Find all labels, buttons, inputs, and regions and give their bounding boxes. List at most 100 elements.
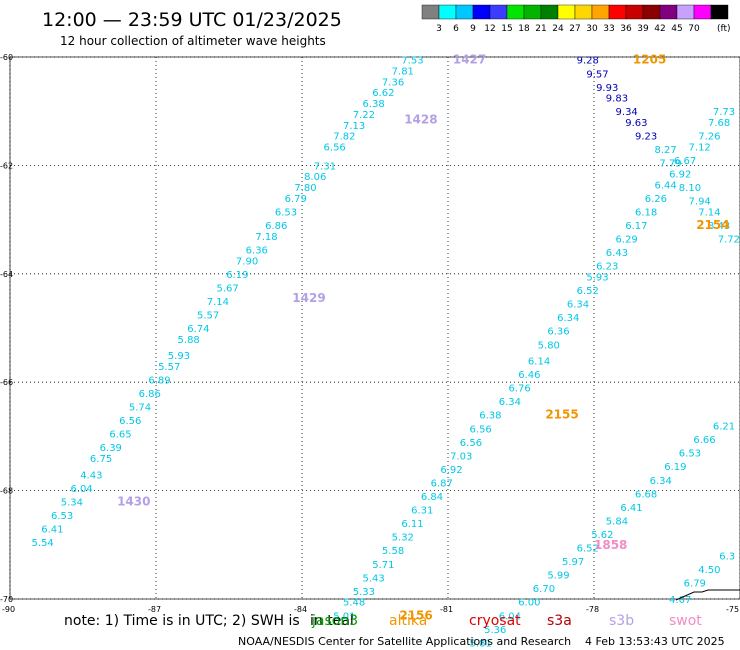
wave-height-value: 6.56 (119, 416, 141, 427)
wave-height-value: 5.97 (562, 557, 584, 568)
pass-time-label: 1858 (594, 538, 627, 552)
color-legend: 3 6 9 12 15 18 21 24 27 30 33 36 39 42 45 70 (ft) (421, 4, 731, 34)
wave-height-value: 7.90 (236, 256, 258, 267)
wave-height-value: 5.93 (586, 273, 608, 284)
wave-height-value: 6.19 (226, 270, 248, 281)
wave-height-value: 6.41 (41, 525, 63, 536)
legend-tick-label: 42 (654, 24, 665, 34)
legend-swatch (710, 4, 729, 20)
wave-height-value: 7.03 (450, 451, 472, 462)
legend-swatch (693, 4, 712, 20)
satellite-s3b: s3b (609, 613, 634, 629)
wave-height-value: 7.73 (713, 107, 735, 118)
wave-height-value: 5.34 (61, 497, 83, 508)
wave-height-value: 5.74 (129, 403, 151, 414)
wave-height-value: 6.67 (674, 156, 696, 167)
wave-height-value: 6.56 (470, 424, 492, 435)
legend-swatch (455, 4, 474, 20)
lon-label: -78 (586, 605, 599, 614)
wave-height-value: 9.23 (635, 132, 657, 143)
wave-height-value: 7.68 (708, 118, 730, 129)
satellite-s3a: s3a (547, 613, 572, 629)
wave-height-value: 5.57 (197, 310, 219, 321)
satellite-altika: altika (389, 613, 427, 629)
legend-swatch (574, 4, 593, 20)
lon-label: -90 (2, 605, 15, 614)
legend-swatch (472, 4, 491, 20)
wave-height-value: 8.06 (304, 172, 326, 183)
wave-height-value: 5.81 (470, 638, 492, 649)
map-grid (9, 56, 740, 600)
wave-height-value: 6.21 (713, 422, 735, 433)
page-subtitle: 12 hour collection of altimeter wave hei… (60, 34, 326, 48)
wave-height-value: 6.53 (679, 449, 701, 460)
wave-height-value: 6.79 (285, 194, 307, 205)
pass-time-label: 1430 (117, 494, 150, 508)
wave-height-value: 7.36 (382, 77, 404, 88)
legend-tick-label: 30 (586, 24, 598, 34)
satellite-swot: swot (669, 613, 702, 629)
pass-time-label: 1429 (292, 291, 325, 305)
legend-swatch (659, 4, 678, 20)
wave-height-value: 7.79 (659, 159, 681, 170)
wave-height-value: 6.53 (275, 207, 297, 218)
wave-height-value: 6.34 (650, 476, 672, 487)
lat-label: -64 (0, 270, 13, 279)
wave-height-value: 6.29 (616, 235, 638, 246)
wave-height-value: 9.93 (596, 83, 618, 94)
page-title: 12:00 — 23:59 UTC 01/23/2025 (42, 9, 342, 31)
lon-label: -81 (440, 605, 453, 614)
wave-height-value: 7.53 (401, 56, 423, 67)
wave-height-value: 6.53 (51, 511, 73, 522)
wave-height-value: 6.87 (431, 478, 453, 489)
wave-height-value: 6.39 (100, 443, 122, 454)
wave-height-value: 5.54 (32, 538, 54, 549)
satellite-cryosat: cryosat (469, 613, 521, 629)
satellite-jason3: jason3 (311, 613, 358, 629)
lat-label: -68 (0, 487, 13, 496)
coastline (675, 589, 740, 601)
legend-swatch (506, 4, 525, 20)
wave-height-value: 5.57 (158, 362, 180, 373)
wave-height-value: 6.18 (635, 207, 657, 218)
wave-height-value: 8.10 (679, 183, 701, 194)
satellite-labels: jason3 altika cryosat s3a s3b swot (311, 613, 702, 629)
wave-height-value: 7.80 (294, 183, 316, 194)
legend-swatch (489, 4, 508, 20)
wave-height-value: 5.84 (606, 516, 628, 527)
wave-height-value: 6.38 (479, 411, 501, 422)
map-frame (9, 56, 740, 600)
wave-height-value: 9.28 (577, 56, 599, 67)
legend-tick-label: 18 (518, 24, 530, 34)
wave-height-value: 6.65 (109, 430, 131, 441)
pass-time-label: 2156 (399, 608, 432, 622)
wave-height-value: 4.07 (669, 595, 691, 606)
legend-swatch (591, 4, 610, 20)
wave-height-value: 6.04 (70, 484, 92, 495)
legend-tick-label: 24 (552, 24, 564, 34)
legend-swatch (438, 4, 457, 20)
wave-height-value: 6.26 (645, 194, 667, 205)
wave-height-value: 6.89 (148, 375, 170, 386)
wave-height-value: 6.74 (187, 324, 209, 335)
pass-time-label: 2154 (696, 218, 729, 232)
legend-swatch (540, 4, 559, 20)
wave-height-value: 7.18 (255, 232, 277, 243)
wave-height-value: 7.94 (689, 197, 711, 208)
wave-height-value: 6.66 (693, 435, 715, 446)
legend-swatch (557, 4, 576, 20)
lon-label: -87 (148, 605, 161, 614)
wave-height-value: 9.57 (586, 69, 608, 80)
wave-height-value: 5.93 (168, 351, 190, 362)
pass-time-label: 1428 (404, 112, 437, 126)
wave-height-value: 7.26 (698, 132, 720, 143)
wave-height-value: 5.80 (538, 340, 560, 351)
legend-tick-label: 12 (484, 24, 495, 34)
legend-swatch (676, 4, 695, 20)
wave-height-value: 6.38 (362, 99, 384, 110)
wave-height-value: 6.17 (625, 221, 647, 232)
wave-height-value: 6.68 (635, 489, 657, 500)
latitude-labels: -60 -62 -64 -66 -68 -70 (0, 53, 13, 604)
wave-height-value: 7.14 (207, 297, 229, 308)
legend-units: (ft) (717, 24, 731, 34)
